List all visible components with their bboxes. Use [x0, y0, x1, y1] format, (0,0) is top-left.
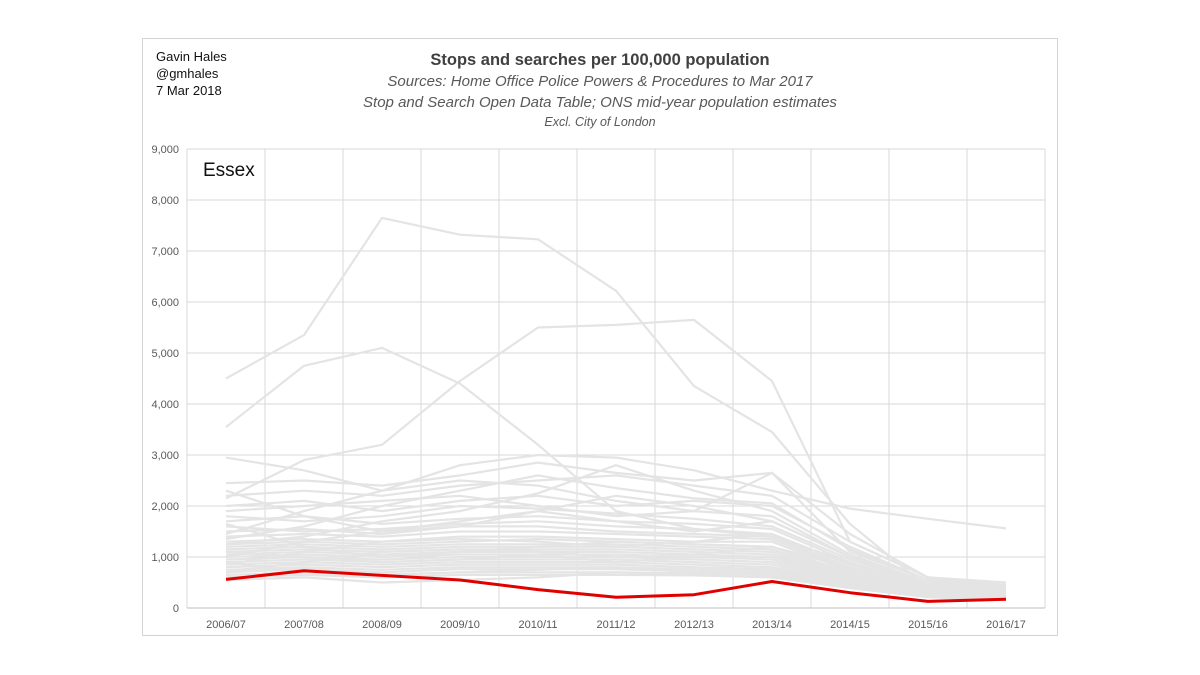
author-handle: @gmhales — [156, 66, 219, 81]
chart-frame — [142, 38, 1058, 636]
series-line-4 — [225, 461, 1007, 589]
series-line-28 — [225, 471, 1007, 587]
x-tick-label-10: 2016/17 — [986, 619, 1026, 631]
highlight-series-line — [225, 569, 1007, 603]
y-tick-label-9: 9,000 — [151, 144, 179, 156]
highlight-series-label: Essex — [203, 160, 255, 181]
series-line-0 — [225, 216, 1007, 594]
x-tick-label-0: 2006/07 — [206, 619, 246, 631]
x-tick-label-7: 2013/14 — [752, 619, 792, 631]
y-tick-label-5: 5,000 — [151, 348, 179, 360]
publish-date: 7 Mar 2018 — [156, 83, 222, 98]
series-line-36 — [225, 522, 1007, 593]
series-line-5 — [225, 474, 1007, 584]
chart-subtitle-sources: Sources: Home Office Police Powers & Pro… — [387, 73, 813, 90]
x-tick-label-8: 2014/15 — [830, 619, 870, 631]
chart-titles: Stops and searches per 100,000 populatio… — [330, 50, 870, 131]
series-line-8 — [225, 504, 1007, 589]
y-tick-label-3: 3,000 — [151, 450, 179, 462]
chart-subtitle-data-table: Stop and Search Open Data Table; ONS mid… — [363, 94, 837, 111]
x-tick-label-3: 2009/10 — [440, 619, 480, 631]
series-line-37 — [225, 571, 1007, 599]
series-line-35 — [225, 489, 1007, 590]
chart-subtitle-exclusion: Excl. City of London — [544, 115, 656, 129]
series-line-29 — [225, 474, 1007, 588]
x-tick-label-4: 2010/11 — [519, 619, 558, 631]
x-tick-label-2: 2008/09 — [362, 619, 402, 631]
series-line-6 — [225, 494, 1007, 587]
y-tick-label-4: 4,000 — [151, 399, 179, 411]
y-tick-label-6: 6,000 — [151, 297, 179, 309]
x-tick-label-9: 2015/16 — [908, 619, 948, 631]
chart-title: Stops and searches per 100,000 populatio… — [430, 51, 770, 69]
author-credit: Gavin Hales @gmhales 7 Mar 2018 — [156, 48, 227, 99]
x-tick-label-6: 2012/13 — [674, 619, 714, 631]
y-tick-label-1: 1,000 — [151, 552, 179, 564]
author-name: Gavin Hales — [156, 49, 227, 64]
series-line-32 — [225, 532, 1007, 592]
x-tick-label-5: 2011/12 — [597, 619, 636, 631]
y-tick-label-0: 0 — [173, 603, 179, 615]
series-line-27 — [225, 573, 1007, 601]
series-line-34 — [225, 550, 1007, 594]
x-tick-label-1: 2007/08 — [284, 619, 324, 631]
y-tick-label-7: 7,000 — [151, 246, 179, 258]
y-tick-label-8: 8,000 — [151, 195, 179, 207]
y-tick-label-2: 2,000 — [151, 501, 179, 513]
